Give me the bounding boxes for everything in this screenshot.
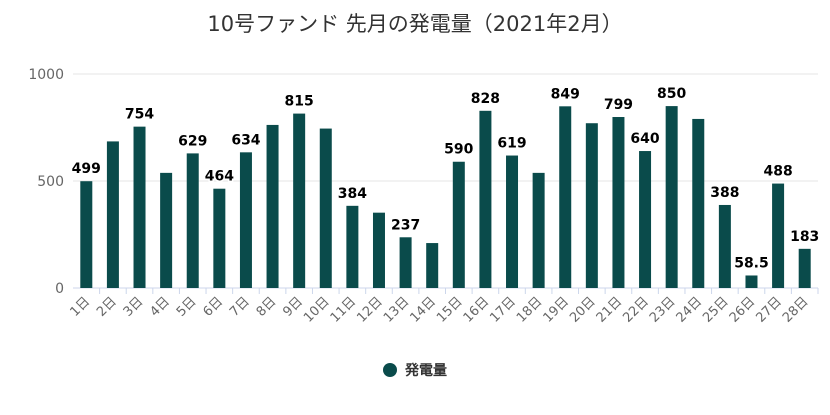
chart-title: 10号ファンド 先月の発電量（2021年2月） [207,12,623,36]
bar [718,204,731,288]
data-label: 488 [763,164,792,180]
data-label: 464 [205,169,234,185]
bar [692,118,705,288]
x-tick-label: 22日 [620,294,651,325]
data-label: 619 [497,136,526,152]
data-label: 58.5 [734,255,769,271]
data-label: 237 [391,217,420,233]
x-tick-label: 1日 [67,294,93,320]
x-tick-label: 5日 [174,294,200,320]
x-tick-label: 27日 [753,294,784,325]
y-tick-label: 500 [37,174,64,190]
bar [319,128,332,288]
bar [213,188,226,288]
data-label: 499 [72,161,101,177]
x-tick-label: 28日 [780,294,811,325]
x-tick-label: 18日 [514,294,545,325]
data-label: 799 [604,97,633,113]
x-tick-label: 21日 [594,294,625,325]
x-tick-label: 25日 [700,294,731,325]
data-label: 634 [231,132,260,148]
x-tick-label: 24日 [674,294,705,325]
bar [133,126,146,288]
data-label: 640 [630,131,659,147]
bar [186,153,199,288]
bar [665,106,678,288]
x-tick-label: 17日 [487,294,518,325]
bar [559,106,572,289]
x-tick-label: 16日 [461,294,492,325]
x-tick-label: 26日 [727,294,758,325]
x-tick-label: 13日 [381,294,412,325]
x-tick-label: 11日 [328,294,359,325]
legend-item[interactable]: 発電量 [383,360,447,380]
x-tick-label: 8日 [254,294,280,320]
bar [426,243,439,288]
data-label: 590 [444,142,473,158]
bar [798,248,811,288]
bar [772,183,785,288]
bar [80,181,93,288]
data-label: 754 [125,107,154,123]
x-tick-label: 6日 [201,294,227,320]
bar [745,275,758,288]
x-tick-label: 15日 [434,294,465,325]
bar [506,155,519,288]
x-tick-label: 19日 [541,294,572,325]
data-label: 815 [285,94,314,110]
x-tick-label: 12日 [354,294,385,325]
bar [452,161,465,288]
legend-label: 発電量 [405,363,447,379]
bar [346,205,359,288]
data-label: 849 [551,86,580,102]
x-tick-label: 23日 [647,294,678,325]
y-tick-label: 0 [55,281,64,297]
bar [160,172,173,288]
bar [266,124,279,288]
bar [612,117,625,288]
bar [585,123,598,288]
x-tick-label: 20日 [567,294,598,325]
bar [106,141,119,288]
x-tick-label: 3日 [121,294,147,320]
bar [532,172,545,288]
bar [479,110,492,288]
bar [239,152,252,288]
data-label: 629 [178,133,207,149]
x-tick-label: 7日 [227,294,253,320]
legend-marker-icon [383,363,397,377]
bar [372,212,385,288]
bar [639,151,652,288]
x-tick-label: 2日 [94,294,120,320]
legend: 発電量 [0,360,830,381]
x-tick-label: 10日 [301,294,332,325]
data-label: 183 [790,229,819,245]
data-label: 388 [710,185,739,201]
bar [293,113,306,288]
x-tick-label: 14日 [408,294,439,325]
y-tick-label: 1000 [28,67,64,83]
bar [399,237,412,288]
data-label: 384 [338,186,367,202]
x-tick-label: 4日 [147,294,173,320]
data-label: 850 [657,86,686,102]
data-label: 828 [471,91,500,107]
